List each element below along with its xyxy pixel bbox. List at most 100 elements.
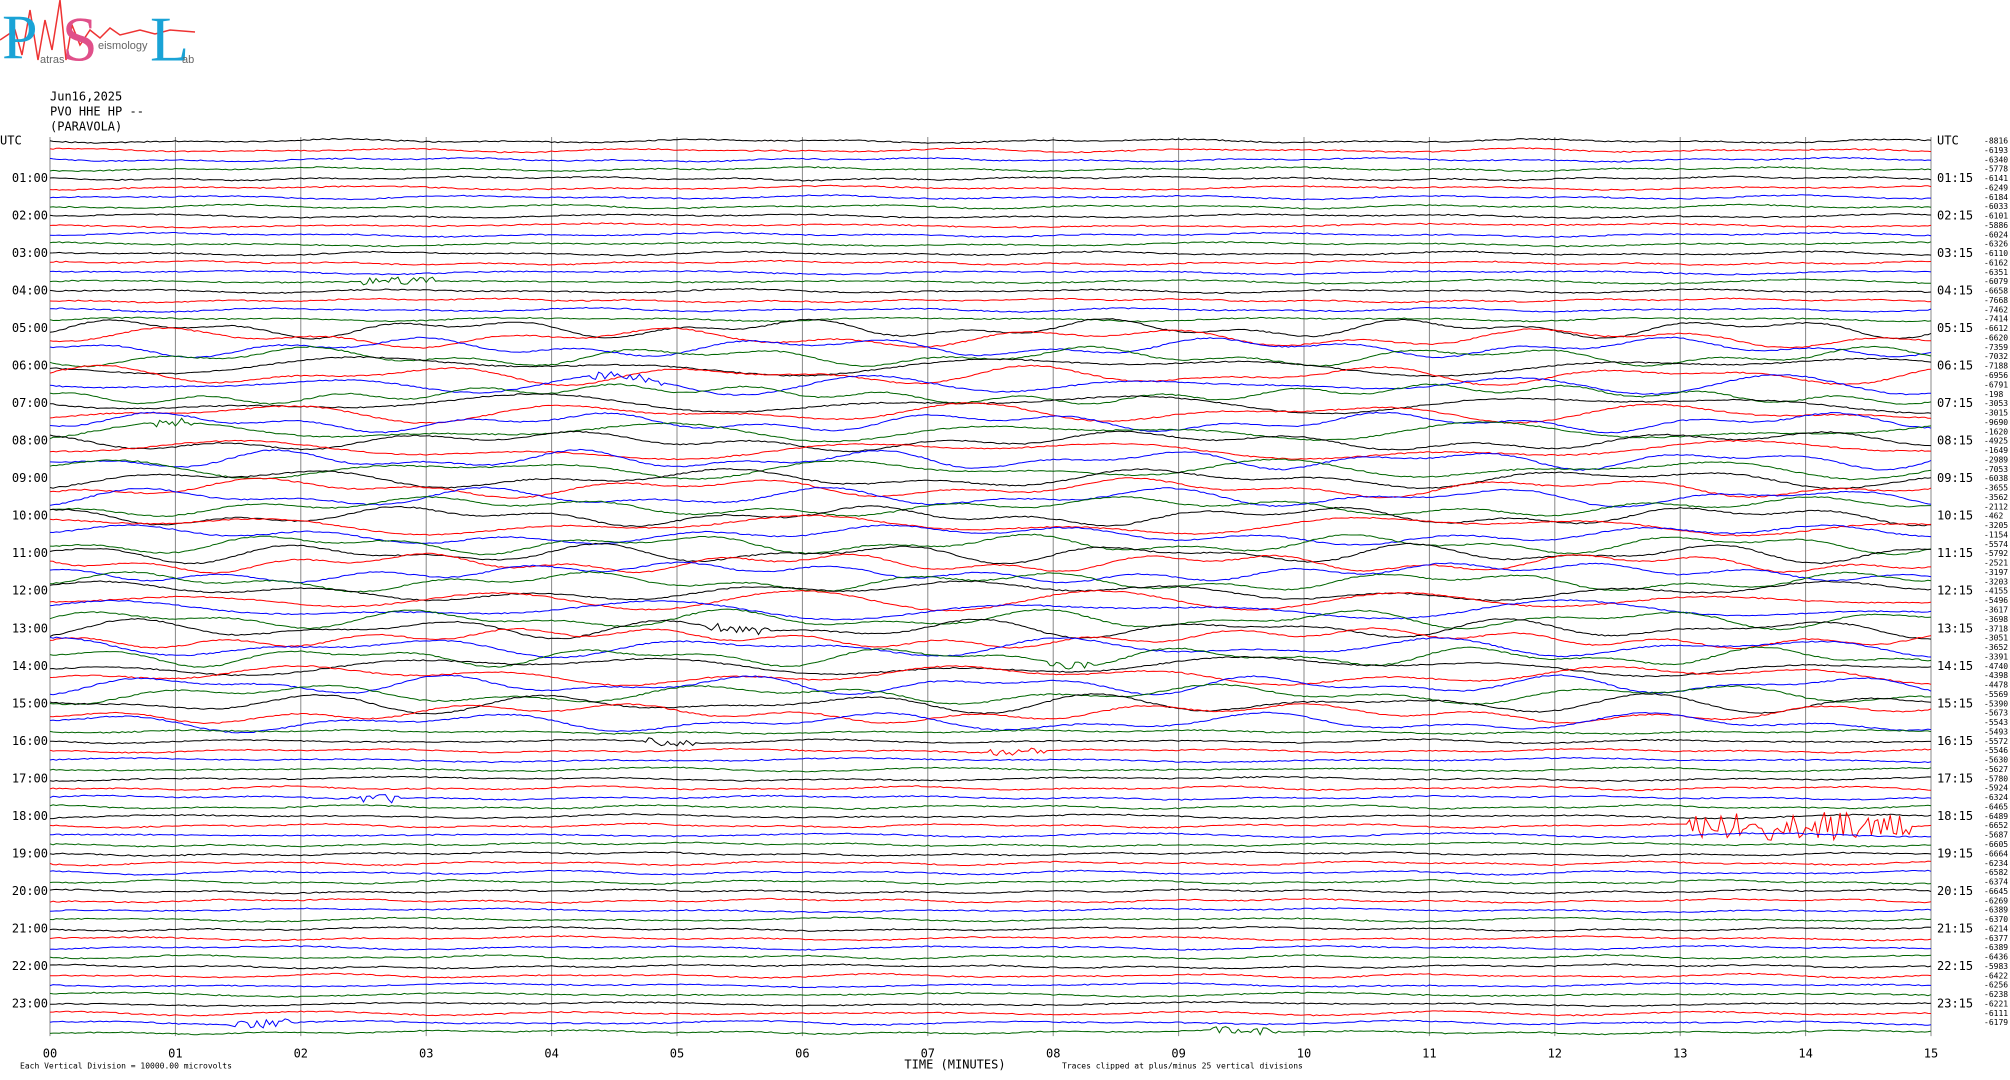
trace-offset: -3655	[1984, 484, 2008, 493]
right-hour-label: 08:15	[1937, 434, 1973, 448]
seismic-trace	[49, 580, 1932, 602]
x-tick-label: 04	[544, 1047, 558, 1061]
seismic-trace	[49, 276, 1931, 286]
seismic-trace	[49, 888, 1932, 895]
trace-offset: -2521	[1984, 559, 2008, 568]
trace-offset: -5780	[1984, 774, 2008, 783]
trace-offset: -7414	[1984, 315, 2008, 324]
trace-offset: -198	[1984, 390, 2003, 399]
seismic-trace	[49, 869, 1932, 876]
seismic-trace	[49, 963, 1932, 970]
trace-offset: -6193	[1984, 146, 2008, 155]
x-tick-label: 07	[921, 1047, 935, 1061]
seismic-trace	[49, 944, 1932, 951]
logo-word: atras	[40, 54, 65, 66]
right-hour-label: 09:15	[1937, 471, 1973, 485]
trace-offset: -3197	[1984, 568, 2008, 577]
trace-offset: -4740	[1984, 662, 2008, 671]
seismic-trace	[49, 703, 1932, 725]
x-tick-label: 15	[1924, 1047, 1938, 1061]
trace-offset: -6370	[1984, 915, 2008, 924]
trace-offset: -7188	[1984, 362, 2008, 371]
seismic-trace	[49, 617, 1932, 640]
trace-offset: -5630	[1984, 756, 2008, 765]
seismic-trace	[49, 1026, 1932, 1036]
seismic-trace	[49, 860, 1932, 867]
seismic-trace	[49, 166, 1932, 173]
seismic-trace	[49, 327, 1932, 349]
trace-offset: -6436	[1984, 953, 2008, 962]
left-hour-label: 16:00	[12, 734, 48, 748]
logo-letter: S	[62, 4, 98, 75]
trace-offset: -6605	[1984, 840, 2008, 849]
trace-offset: -8816	[1984, 137, 2008, 146]
trace-offset: -5983	[1984, 962, 2008, 971]
x-tick-label: 01	[168, 1047, 182, 1061]
seismic-trace	[49, 982, 1932, 989]
seismic-trace	[49, 674, 1932, 696]
right-hour-label: 18:15	[1937, 809, 1973, 823]
left-hour-label: 11:00	[12, 546, 48, 560]
seismic-trace	[50, 972, 1932, 979]
right-hour-label: 19:15	[1937, 846, 1973, 860]
trace-offset: -5574	[1984, 540, 2008, 549]
trace-offset: -6221	[1984, 999, 2008, 1008]
logo-letter: P	[2, 2, 38, 73]
trace-offset: -6340	[1984, 155, 2008, 164]
left-hour-label: 10:00	[12, 509, 48, 523]
left-hour-label: 02:00	[12, 209, 48, 223]
seismic-trace	[49, 608, 1932, 631]
left-hour-label: 08:00	[12, 434, 48, 448]
logo-wave	[0, 0, 196, 61]
seismic-trace	[49, 138, 1932, 144]
right-hour-label: 16:15	[1937, 734, 1973, 748]
left-hour-label: 07:00	[12, 396, 48, 410]
seismic-trace	[49, 804, 1932, 810]
trace-offset: -6238	[1984, 990, 2008, 999]
trace-offset: -6791	[1984, 380, 2008, 389]
right-hour-label: 21:15	[1937, 921, 1973, 935]
seismic-trace	[49, 439, 1932, 461]
trace-offset: -6652	[1984, 821, 2008, 830]
left-hour-label: 09:00	[12, 471, 48, 485]
seismic-trace	[49, 250, 1932, 257]
left-hour-label: UTC	[0, 134, 22, 148]
trace-offset: -6038	[1984, 474, 2008, 483]
trace-offset: -1620	[1984, 427, 2008, 436]
trace-offset: -6214	[1984, 924, 2008, 933]
trace-offset: -3718	[1984, 624, 2008, 633]
seismic-trace	[49, 184, 1932, 191]
trace-offset: -7032	[1984, 352, 2008, 361]
seismic-trace	[49, 316, 1932, 323]
seismic-trace	[49, 897, 1932, 904]
trace-offset: -7053	[1984, 465, 2008, 474]
seismic-trace	[49, 306, 1932, 313]
right-hour-label: 22:15	[1937, 959, 1973, 973]
trace-offset: -3203	[1984, 577, 2008, 586]
trace-offset: -1649	[1984, 446, 2008, 455]
trace-offset: -5627	[1984, 765, 2008, 774]
trace-offset: -4398	[1984, 671, 2008, 680]
seismic-trace	[49, 514, 1932, 537]
trace-offset: -6374	[1984, 878, 2008, 887]
clip-note: Traces clipped at plus/minus 25 vertical…	[1062, 1062, 1303, 1071]
seismic-trace	[49, 794, 1932, 804]
left-hour-label: 03:00	[12, 246, 48, 260]
seismic-trace	[49, 241, 1932, 248]
seismic-trace	[49, 269, 1932, 276]
right-hour-label: 02:15	[1937, 209, 1973, 223]
trace-offset: -6033	[1984, 202, 2008, 211]
x-tick-label: 06	[795, 1047, 809, 1061]
left-hour-label: 04:00	[12, 284, 48, 298]
seismic-trace	[49, 991, 1932, 998]
seismic-trace	[49, 935, 1932, 942]
location: (PARAVOLA)	[50, 120, 122, 134]
x-tick-label: 09	[1171, 1047, 1185, 1061]
trace-offset: -6249	[1984, 183, 2008, 192]
seismic-trace	[49, 402, 1931, 424]
trace-offset: -3205	[1984, 521, 2008, 530]
trace-offset: -6582	[1984, 868, 2008, 877]
trace-offset: -1154	[1984, 530, 2008, 539]
scale-note: Each Vertical Division = 10000.00 microv…	[20, 1062, 232, 1071]
